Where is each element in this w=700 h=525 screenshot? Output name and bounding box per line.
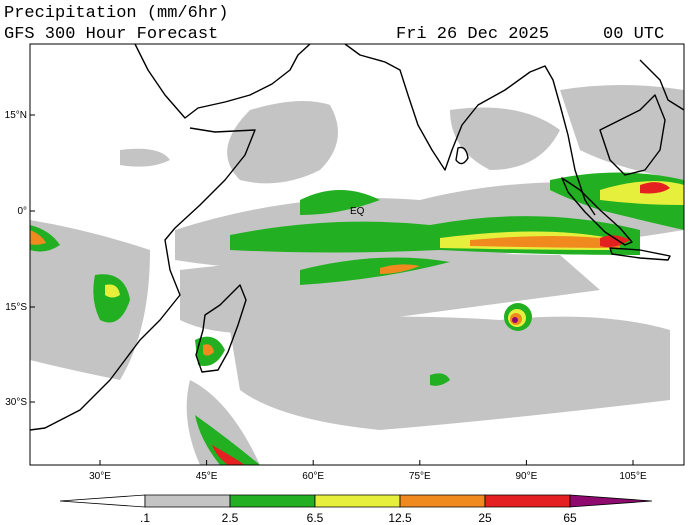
colorbar: .1 2.5 6.5 12.5 25 65 xyxy=(59,494,653,525)
colorbar-segment xyxy=(144,494,231,508)
colorbar-label: 65 xyxy=(563,511,577,525)
colorbar-segment xyxy=(484,494,571,508)
lat-label: 30°S xyxy=(5,397,27,408)
axes: 15°N 0° 15°S 30°S 30°E 45°E 60°E 75°E 90°E 105°E xyxy=(5,110,647,482)
lon-label: 90°E xyxy=(516,471,538,482)
colorbar-segment xyxy=(399,494,486,508)
lon-label: 105°E xyxy=(619,471,647,482)
colorbar-label: 6.5 xyxy=(307,511,324,525)
lon-label: 60°E xyxy=(302,471,324,482)
lon-label: 30°E xyxy=(89,471,111,482)
colorbar-label: 12.5 xyxy=(388,511,412,525)
precip-heavy xyxy=(30,172,684,465)
colorbar-segment xyxy=(59,494,146,508)
coastlines xyxy=(30,44,684,431)
lat-label: 15°N xyxy=(5,110,27,121)
lat-label: 0° xyxy=(17,206,27,217)
colorbar-segment xyxy=(569,494,653,508)
time: 00 UTC xyxy=(603,25,664,44)
title: Precipitation (mm/6hr) xyxy=(4,4,228,23)
colorbar-label: 25 xyxy=(478,511,492,525)
lon-label: 75°E xyxy=(409,471,431,482)
map-frame xyxy=(29,43,685,466)
date: Fri 26 Dec 2025 xyxy=(396,25,549,44)
lon-label: 45°E xyxy=(196,471,218,482)
lat-label: 15°S xyxy=(5,302,27,313)
colorbar-label: .1 xyxy=(140,511,150,525)
colorbar-segment xyxy=(229,494,316,508)
colorbar-segment xyxy=(314,494,401,508)
map: EQ xyxy=(30,44,684,465)
colorbar-label: 2.5 xyxy=(222,511,239,525)
annotation: EQ xyxy=(350,206,365,217)
subtitle: GFS 300 Hour Forecast xyxy=(4,25,218,44)
